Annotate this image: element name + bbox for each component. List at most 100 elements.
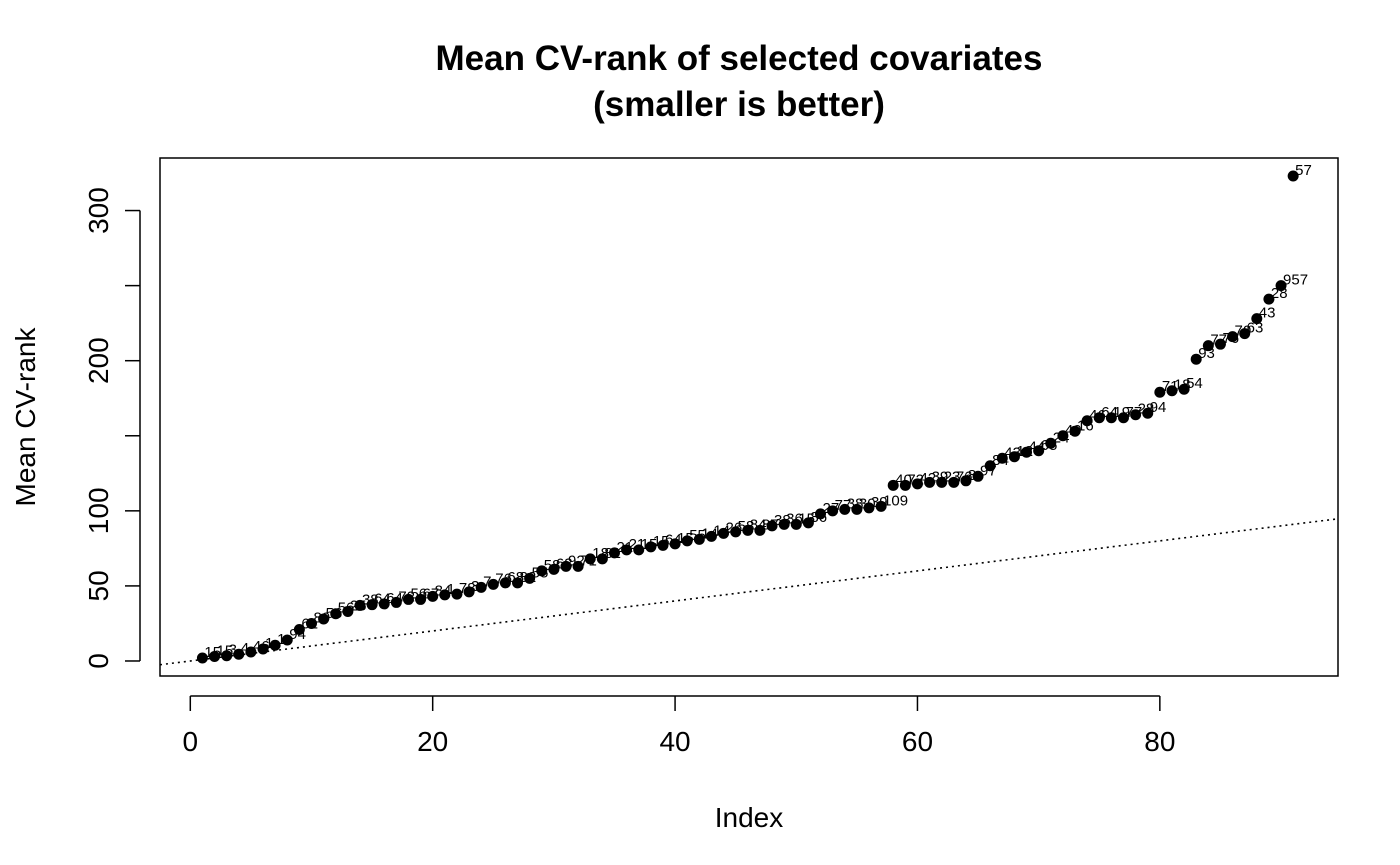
point-label: 18 — [1174, 377, 1191, 394]
data-point — [487, 578, 499, 590]
data-point — [1214, 338, 1226, 350]
data-point — [281, 634, 293, 646]
data-point — [596, 553, 608, 565]
data-point — [427, 590, 439, 602]
data-point — [1190, 353, 1202, 365]
point-label: 77 — [1210, 332, 1227, 349]
data-point — [778, 518, 790, 530]
point-label: 64 — [374, 591, 391, 608]
point-label: 97 — [980, 462, 997, 479]
point-label: 54 — [1186, 375, 1203, 392]
data-point — [936, 476, 948, 488]
y-tick-label-0: 0 — [83, 653, 114, 669]
data-point — [815, 508, 827, 520]
data-point — [1081, 415, 1093, 427]
point-label: 67 — [423, 585, 440, 602]
point-label: 4 — [241, 640, 249, 657]
data-point — [1178, 383, 1190, 395]
data-point — [245, 646, 257, 658]
data-point — [802, 517, 814, 529]
point-label: 15 — [641, 536, 658, 553]
data-point — [705, 530, 717, 542]
point-label: 109 — [883, 492, 908, 509]
data-point — [1251, 313, 1263, 325]
point-label: 38 — [847, 495, 864, 512]
data-point — [1021, 446, 1033, 458]
data-point — [1130, 409, 1142, 421]
point-label: 23 — [944, 468, 961, 485]
data-point — [451, 588, 463, 600]
point-label: 3 — [229, 642, 237, 659]
data-point — [669, 538, 681, 550]
data-point — [1239, 328, 1251, 340]
y-tick-label-1: 50 — [83, 570, 114, 601]
point-label: 81 — [604, 545, 621, 562]
point-label: 15 — [677, 530, 694, 547]
point-label: 76 — [1222, 330, 1239, 347]
point-label: 39 — [871, 494, 888, 511]
point-label: 55 — [532, 564, 549, 581]
data-point — [572, 560, 584, 572]
data-point — [911, 478, 923, 490]
point-label: 42 — [919, 470, 936, 487]
data-point — [681, 535, 693, 547]
data-point — [948, 476, 960, 488]
data-point — [1093, 412, 1105, 424]
point-label: 21 — [616, 539, 633, 556]
data-point — [512, 577, 524, 589]
point-label: 63 — [1247, 320, 1264, 337]
point-label: 64 — [386, 590, 403, 607]
data-point — [742, 524, 754, 536]
point-label: 46 — [253, 638, 270, 655]
point-label: 71 — [1162, 378, 1179, 395]
point-label: 82 — [520, 569, 537, 586]
data-point — [293, 623, 305, 635]
point-label: 71 — [580, 552, 597, 569]
x-tick-label-2: 40 — [659, 726, 690, 757]
point-label: 84 — [435, 582, 452, 599]
point-label: 64 — [1101, 404, 1118, 421]
point-label: 18 — [592, 545, 609, 562]
point-label: 21 — [629, 536, 646, 553]
point-label: 86 — [810, 509, 827, 526]
point-label: 38 — [362, 591, 379, 608]
chart-subtitle: (smaller is better) — [593, 85, 885, 124]
data-point — [1069, 425, 1081, 437]
point-label: 72 — [907, 471, 924, 488]
plot-frame — [159, 157, 1339, 677]
point-label: 36 — [786, 510, 803, 527]
data-point — [196, 652, 208, 664]
data-point — [402, 593, 414, 605]
data-point — [730, 526, 742, 538]
point-label: 1 — [265, 635, 273, 652]
x-tick-label-0: 0 — [183, 726, 199, 757]
data-point — [851, 503, 863, 515]
data-point — [1275, 280, 1287, 292]
data-point — [1033, 445, 1045, 457]
point-label: 49 — [1065, 422, 1082, 439]
y-axis: 0 50 100 200 300 — [83, 187, 141, 669]
data-point — [548, 563, 560, 575]
point-label: 78 — [459, 580, 476, 597]
data-point — [366, 599, 378, 611]
data-point — [1117, 412, 1129, 424]
data-point — [209, 650, 221, 662]
point-label: 8 — [968, 467, 976, 484]
data-point — [972, 470, 984, 482]
point-label: 65 — [1041, 437, 1058, 454]
point-label: 77 — [835, 497, 852, 514]
data-point — [608, 547, 620, 559]
point-label: 72 — [398, 588, 415, 605]
point-label: 39 — [932, 468, 949, 485]
point-label: 1 — [447, 581, 455, 598]
y-axis-label: Mean CV-rank — [10, 327, 41, 507]
point-label: 87 — [762, 516, 779, 533]
point-label: 30 — [859, 495, 876, 512]
data-point — [305, 617, 317, 629]
point-label: 63 — [556, 555, 573, 572]
y-tick-label-6: 300 — [83, 187, 114, 234]
data-point — [718, 527, 730, 539]
point-label: 84 — [750, 516, 767, 533]
data-point — [754, 524, 766, 536]
